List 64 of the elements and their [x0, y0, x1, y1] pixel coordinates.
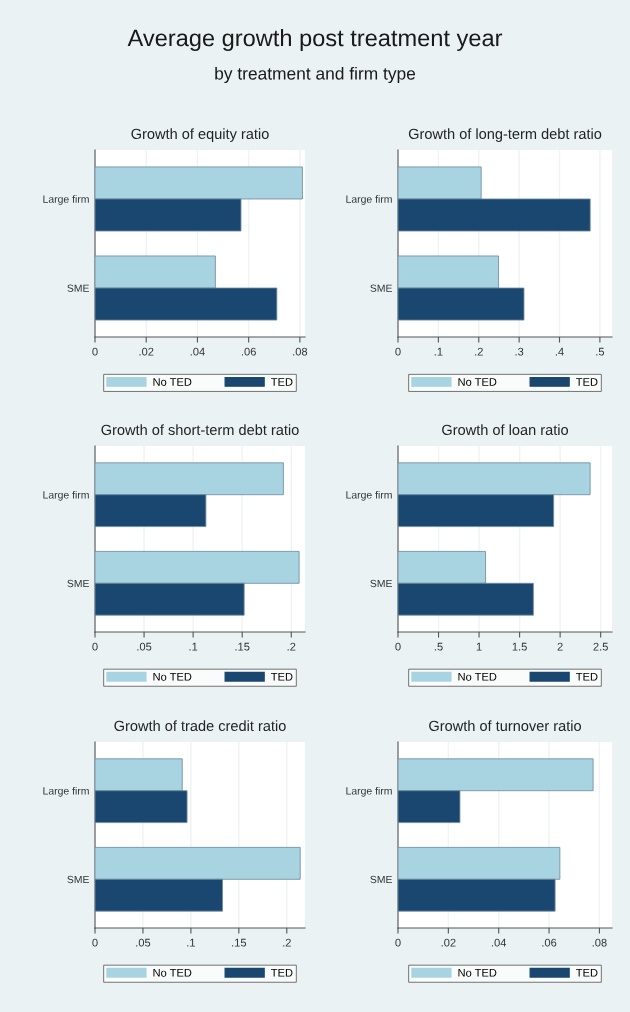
x-tick-label: .3 — [515, 347, 524, 356]
legend-label: No TED — [458, 378, 497, 386]
chart-title: Growth of loan ratio — [442, 424, 569, 436]
chart-title: Growth of long-term debt ratio — [408, 128, 602, 142]
legend-label: TED — [271, 378, 293, 386]
x-tick-label: 1.5 — [512, 642, 527, 651]
x-tick-label: 0 — [395, 347, 401, 356]
legend-label: No TED — [458, 968, 497, 977]
text: by treatment and firm type — [215, 66, 416, 84]
legend-label: TED — [576, 968, 598, 977]
y-tick-label: Large firm — [346, 786, 392, 797]
x-tick-label: .1 — [187, 938, 195, 947]
y-tick-label: Large firm — [43, 195, 89, 205]
x-tick-label: .2 — [283, 938, 291, 947]
x-tick-label: .2 — [287, 642, 296, 651]
x-tick-label: 0 — [395, 642, 401, 651]
legend-label: TED — [271, 968, 293, 977]
x-tick-label: .02 — [139, 347, 154, 356]
legend-label: TED — [576, 672, 598, 681]
x-tick-label: .2 — [475, 347, 483, 356]
x-tick-label: 1 — [476, 642, 482, 651]
x-tick-label: .04 — [190, 347, 205, 356]
y-tick-label: SME — [370, 284, 392, 292]
x-tick-label: .05 — [136, 938, 151, 947]
x-tick-label: .02 — [441, 938, 456, 947]
legend-label: No TED — [153, 378, 192, 386]
text: Average growth post treatment year — [127, 29, 503, 51]
y-tick-label: Large firm — [346, 490, 392, 501]
x-tick-label: .1 — [189, 642, 198, 651]
x-tick-label: 0 — [92, 938, 98, 947]
x-tick-label: 0 — [92, 642, 98, 651]
x-tick-label: 0 — [92, 347, 98, 356]
x-tick-label: .05 — [137, 642, 152, 651]
chart-title: Growth of equity ratio — [131, 128, 269, 142]
y-tick-label: Large firm — [346, 195, 392, 205]
x-tick-label: .06 — [542, 938, 557, 947]
x-tick-label: .15 — [232, 938, 247, 947]
x-tick-label: .15 — [235, 642, 250, 651]
y-tick-label: SME — [67, 284, 89, 292]
x-tick-label: 2.5 — [593, 642, 608, 651]
chart-title: Growth of turnover ratio — [429, 720, 581, 732]
y-tick-label: SME — [67, 579, 89, 588]
legend-label: No TED — [458, 672, 497, 681]
y-tick-label: SME — [370, 579, 392, 588]
x-tick-label: .1 — [434, 347, 443, 356]
legend-label: No TED — [153, 672, 192, 681]
y-tick-label: SME — [370, 875, 392, 884]
y-tick-label: Large firm — [43, 786, 89, 797]
chart-title: Growth of trade credit ratio — [114, 720, 286, 732]
y-tick-label: Large firm — [43, 490, 89, 501]
x-tick-label: .5 — [596, 347, 605, 356]
x-tick-label: .08 — [592, 938, 607, 947]
legend-label: TED — [271, 672, 293, 681]
x-tick-label: .4 — [555, 347, 564, 356]
x-tick-label: 0 — [395, 938, 401, 947]
legend-label: TED — [576, 378, 598, 386]
y-tick-label: SME — [67, 875, 89, 884]
x-tick-label: .5 — [434, 642, 443, 651]
x-tick-label: .06 — [241, 347, 256, 356]
x-tick-label: 2 — [557, 642, 563, 651]
x-tick-label: .04 — [492, 938, 507, 947]
x-tick-label: .08 — [293, 347, 308, 356]
chart-title: Growth of short-term debt ratio — [101, 424, 299, 436]
legend-label: No TED — [153, 968, 192, 977]
